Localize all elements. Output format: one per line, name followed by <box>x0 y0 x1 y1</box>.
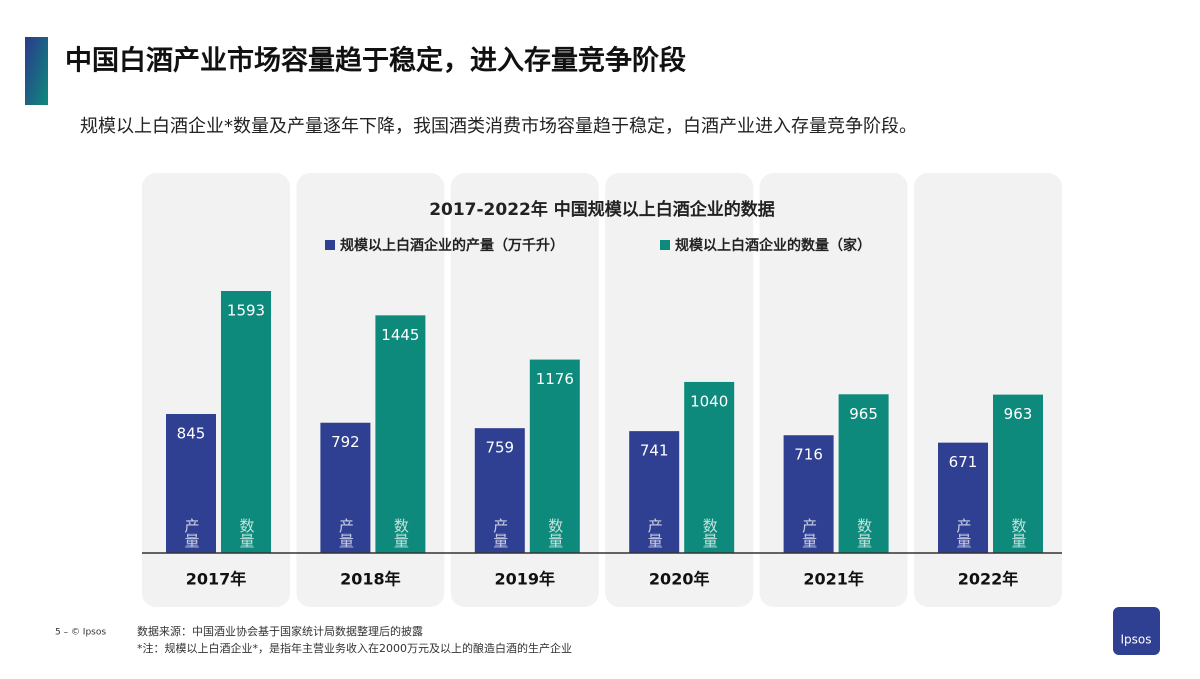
bar <box>320 422 371 553</box>
page-subtitle: 规模以上白酒企业*数量及产量逐年下降，我国酒类消费市场容量趋于稳定，白酒产业进入… <box>80 116 917 137</box>
legend-swatch <box>660 240 670 250</box>
value-label: 741 <box>640 442 669 460</box>
bar <box>375 315 426 553</box>
bar <box>938 442 988 553</box>
legend-label: 规模以上白酒企业的产量（万千升） <box>340 237 564 254</box>
bar-inner-label: 产量 <box>800 518 818 548</box>
value-label: 1176 <box>536 370 574 388</box>
bar-inner-label: 数量 <box>1010 518 1028 548</box>
bar <box>474 428 525 553</box>
value-label: 671 <box>949 453 978 471</box>
page-title: 中国白酒产业市场容量趋于稳定，进入存量竞争阶段 <box>65 45 686 77</box>
legend-label: 规模以上白酒企业的数量（家） <box>675 237 871 254</box>
bar <box>783 435 834 553</box>
bar <box>221 291 271 553</box>
bar-inner-label: 产量 <box>183 518 201 548</box>
bar-inner-label: 数量 <box>392 518 410 548</box>
bar <box>166 414 216 553</box>
bar-inner-label: 数量 <box>701 518 719 548</box>
bar-inner-label: 产量 <box>955 518 973 548</box>
bar <box>684 381 735 553</box>
source-note: 数据来源：中国酒业协会基于国家统计局数据整理后的披露 <box>137 624 423 638</box>
value-label: 792 <box>331 433 360 451</box>
bar-inner-label: 产量 <box>491 518 509 548</box>
x-tick-label: 2019年 <box>495 570 556 589</box>
x-tick-label: 2021年 <box>803 570 864 589</box>
plot: 规模以上白酒企业的产量（万千升） 规模以上白酒企业的数量（家） 2017年 845 产量… <box>142 237 1062 589</box>
bar-inner-label: 产量 <box>337 518 355 548</box>
value-label: 845 <box>177 425 206 443</box>
x-tick-label: 2018年 <box>340 570 401 589</box>
logo-text: Ipsos <box>1120 633 1151 647</box>
bar-inner-label: 数量 <box>546 518 564 548</box>
value-label: 1445 <box>381 326 419 344</box>
value-label: 963 <box>1004 405 1033 423</box>
value-label: 1040 <box>690 392 728 410</box>
bar <box>629 431 680 553</box>
x-tick-label: 2020年 <box>649 570 710 589</box>
x-tick-label: 2022年 <box>958 570 1019 589</box>
bar <box>529 359 580 553</box>
value-label: 759 <box>485 439 514 457</box>
logo-box <box>1113 607 1160 655</box>
chart-title: 2017-2022年 中国规模以上白酒企业的数据 <box>429 199 775 220</box>
value-label: 965 <box>849 405 878 423</box>
footnote: *注：规模以上白酒企业*，是指年主营业务收入在2000万元及以上的酿造白酒的生产… <box>137 641 572 655</box>
bar <box>838 394 889 553</box>
value-label: 716 <box>794 446 823 464</box>
bar <box>993 394 1043 553</box>
legend-swatch <box>325 240 335 250</box>
panels <box>142 173 1062 607</box>
x-tick-label: 2017年 <box>186 570 247 589</box>
bar-inner-label: 数量 <box>855 518 873 548</box>
value-label: 1593 <box>227 302 265 320</box>
bar-inner-label: 数量 <box>238 518 256 548</box>
accent-bar <box>25 37 48 105</box>
bar-inner-label: 产量 <box>646 518 664 548</box>
page-number: 5 – © Ipsos <box>55 628 106 638</box>
